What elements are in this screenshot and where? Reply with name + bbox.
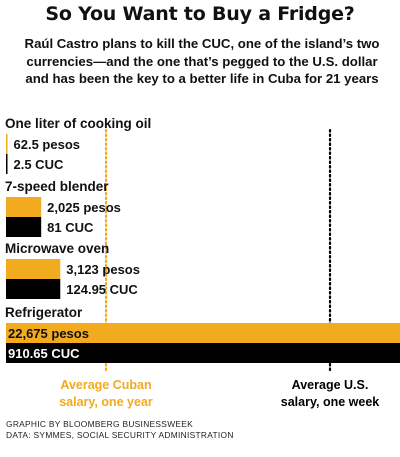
bar-cuc-one-liter-of-cooking-oil <box>6 154 8 174</box>
bar-pesos-refrigerator <box>6 323 400 343</box>
category-label-microwave-oven: Microwave oven <box>5 241 109 256</box>
value-label-pesos-one-liter-of-cooking-oil: 62.5 pesos <box>14 137 81 152</box>
reference-label-us-line2: salary, one week <box>281 395 379 409</box>
reference-label-cuban-line2: salary, one year <box>59 395 153 409</box>
bar-cuc-microwave-oven <box>6 279 61 299</box>
category-label-one-liter-of-cooking-oil: One liter of cooking oil <box>5 116 151 131</box>
value-label-pesos-refrigerator: 22,675 pesos <box>8 326 89 341</box>
value-label-cuc-microwave-oven: 124.95 CUC <box>66 282 138 297</box>
credit-graphic: GRAPHIC BY BLOOMBERG BUSINESSWEEK <box>6 419 194 429</box>
bar-pesos-7-speed-blender <box>6 197 42 217</box>
credit-data-source: DATA: SYMMES, SOCIAL SECURITY ADMINISTRA… <box>6 430 234 440</box>
reference-label-us-line1: Average U.S. <box>292 378 369 392</box>
bar-cuc-refrigerator <box>6 343 400 363</box>
bar-pesos-one-liter-of-cooking-oil <box>6 134 8 154</box>
reference-label-cuban-line1: Average Cuban <box>60 378 151 392</box>
value-label-pesos-microwave-oven: 3,123 pesos <box>66 262 140 277</box>
bar-cuc-7-speed-blender <box>6 217 42 237</box>
chart-title: So You Want to Buy a Fridge? <box>45 3 355 25</box>
value-label-cuc-7-speed-blender: 81 CUC <box>47 220 94 235</box>
value-label-pesos-7-speed-blender: 2,025 pesos <box>47 200 121 215</box>
chart-subtitle: Raúl Castro plans to kill the CUC, one o… <box>24 36 380 86</box>
credit-block: GRAPHIC BY BLOOMBERG BUSINESSWEEK DATA: … <box>6 419 234 441</box>
value-label-cuc-refrigerator: 910.65 CUC <box>8 346 80 361</box>
value-label-cuc-one-liter-of-cooking-oil: 2.5 CUC <box>14 157 64 172</box>
bar-pesos-microwave-oven <box>6 259 61 279</box>
category-label-refrigerator: Refrigerator <box>5 305 83 320</box>
category-label-7-speed-blender: 7-speed blender <box>5 179 109 194</box>
